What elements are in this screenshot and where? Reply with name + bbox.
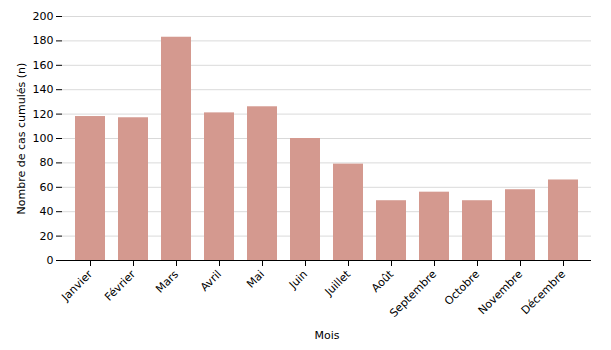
svg-text:Avril: Avril bbox=[198, 268, 224, 294]
svg-text:Décembre: Décembre bbox=[519, 268, 569, 318]
svg-text:120: 120 bbox=[33, 108, 54, 121]
svg-text:Mois: Mois bbox=[314, 329, 339, 342]
svg-text:200: 200 bbox=[33, 10, 54, 23]
svg-text:20: 20 bbox=[40, 230, 54, 243]
svg-text:Juillet: Juillet bbox=[322, 267, 354, 299]
svg-text:0: 0 bbox=[47, 254, 54, 267]
svg-text:Nombre de cas cumulés (n): Nombre de cas cumulés (n) bbox=[15, 63, 28, 215]
svg-text:140: 140 bbox=[33, 83, 54, 96]
svg-text:Février: Février bbox=[102, 267, 138, 303]
svg-text:Novembre: Novembre bbox=[476, 268, 526, 318]
svg-text:60: 60 bbox=[40, 181, 54, 194]
svg-text:Octobre: Octobre bbox=[442, 268, 482, 308]
svg-text:80: 80 bbox=[40, 156, 54, 169]
svg-text:180: 180 bbox=[33, 34, 54, 47]
svg-text:Mars: Mars bbox=[153, 268, 181, 296]
svg-text:Juin: Juin bbox=[286, 268, 310, 292]
svg-text:160: 160 bbox=[33, 59, 54, 72]
svg-text:Août: Août bbox=[369, 267, 397, 295]
svg-text:100: 100 bbox=[33, 132, 54, 145]
svg-text:Septembre: Septembre bbox=[387, 268, 439, 320]
svg-text:40: 40 bbox=[40, 205, 54, 218]
svg-text:Mai: Mai bbox=[244, 268, 267, 291]
svg-text:Janvier: Janvier bbox=[58, 267, 95, 304]
